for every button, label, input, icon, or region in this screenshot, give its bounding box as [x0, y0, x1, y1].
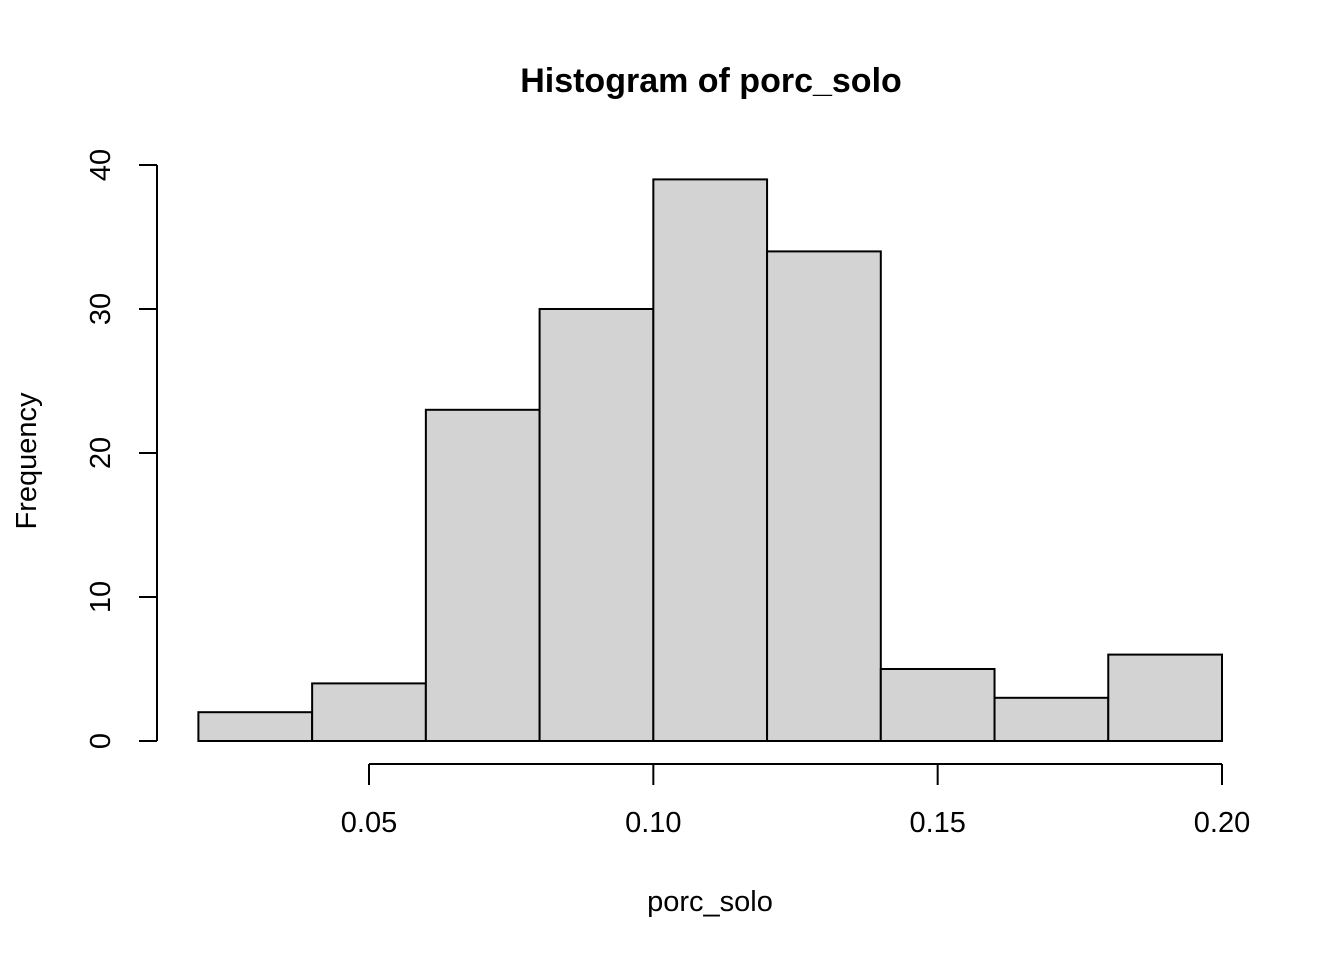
y-axis: 0 10 20 30 40	[85, 149, 158, 749]
histogram-bar-6	[766, 250, 882, 742]
y-tick-label: 0	[85, 733, 117, 749]
y-tick-label: 20	[85, 437, 117, 469]
x-tick-label: 0.15	[909, 807, 965, 839]
histogram-bar-3	[424, 408, 541, 742]
y-tick-label: 40	[85, 149, 117, 181]
histogram-bar-4	[538, 308, 655, 742]
y-axis-label: Frequency	[11, 392, 43, 530]
histogram-bar-9	[1107, 653, 1224, 742]
x-tick-label: 0.10	[625, 807, 681, 839]
x-tick-label: 0.20	[1194, 807, 1250, 839]
x-axis-label: porc_solo	[647, 886, 773, 918]
histogram-bar-1	[197, 711, 314, 743]
histogram-bar-7	[879, 668, 996, 742]
x-axis: 0.05 0.10 0.15 0.20	[341, 763, 1250, 839]
histogram-bar-8	[993, 696, 1110, 742]
chart-title: Histogram of porc_solo	[520, 62, 902, 100]
histogram-bar-2	[311, 682, 427, 743]
histogram-bars	[197, 178, 1224, 743]
y-tick-label: 10	[85, 581, 117, 613]
x-tick-label: 0.05	[341, 807, 397, 839]
histogram-bar-5	[652, 178, 769, 742]
y-tick-label: 30	[85, 293, 117, 325]
